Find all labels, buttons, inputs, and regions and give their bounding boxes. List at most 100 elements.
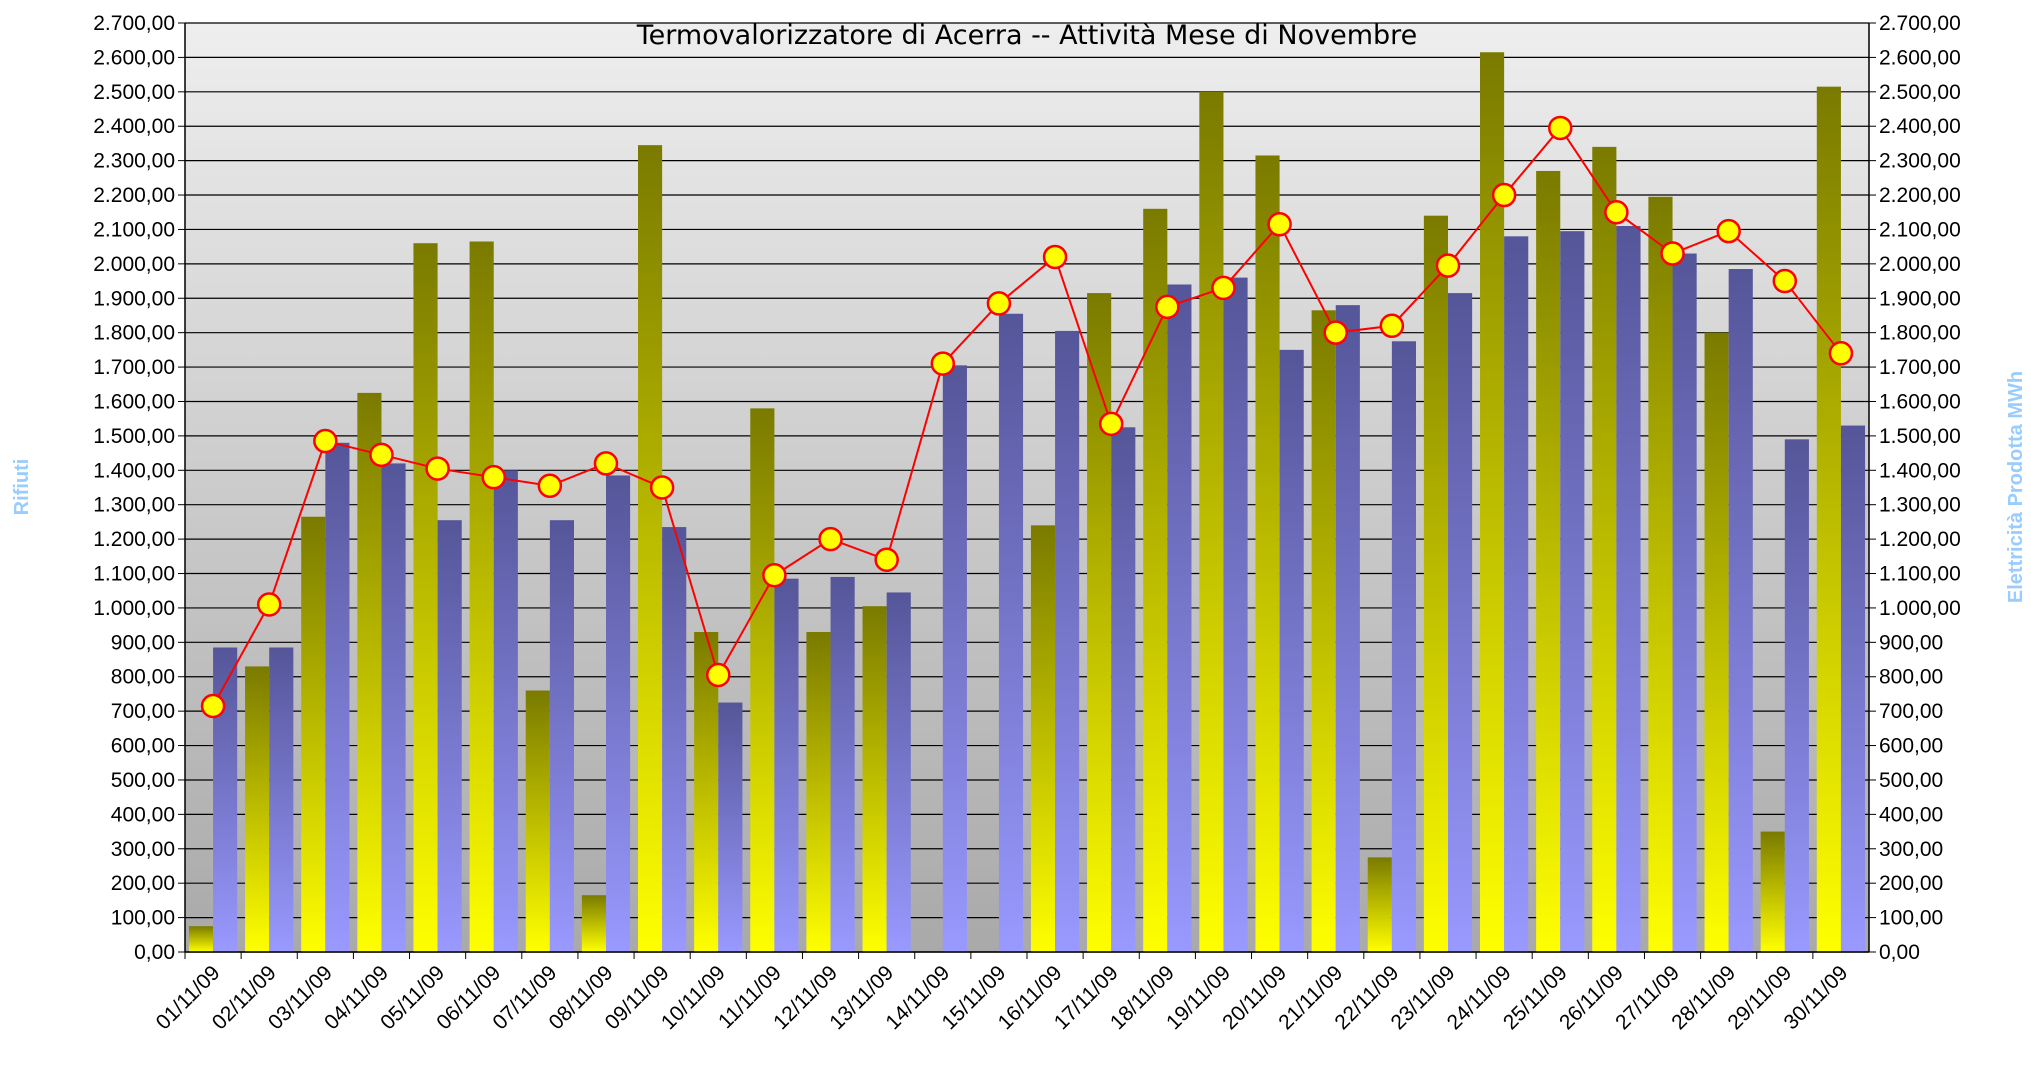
bar [1111,427,1136,952]
bar [1648,196,1673,953]
y2-tick-label: 1.600,00 [1879,390,1961,413]
y-tick-label: 500,00 [111,769,175,792]
marker [649,475,675,500]
bar [1167,284,1192,952]
y2-tick-label: 2.600,00 [1879,46,1961,69]
bar [1055,330,1080,952]
marker [425,456,450,481]
bar [1816,86,1841,953]
bar [806,632,831,952]
bar [1504,236,1529,952]
y2-tick-label: 2.500,00 [1879,81,1961,104]
marker [1716,218,1741,244]
bar [1784,439,1809,953]
marker [1042,244,1068,270]
y2-tick-label: 1.300,00 [1879,494,1961,517]
bar [886,592,911,952]
bar [1423,215,1448,952]
bar [774,578,799,952]
bar [637,145,663,952]
y-tick-label: 2.000,00 [93,253,175,276]
bar [245,666,270,952]
bar [1728,269,1753,953]
bar [269,647,294,952]
y2-tick-label: 1.700,00 [1879,356,1961,379]
y2-axis-title: Elettricità Prodotta MWh [2005,371,2027,603]
marker [930,351,956,376]
y-tick-label: 2.400,00 [93,115,175,138]
bar [750,408,775,952]
bar [1560,231,1585,953]
y-tick-label: 1.900,00 [93,287,175,310]
marker [1548,115,1573,141]
bar [357,392,382,952]
y-tick-label: 1.400,00 [93,459,175,482]
bar [1704,332,1729,953]
bar [301,516,326,952]
y2-tick-label: 1.000,00 [1879,597,1961,620]
y2-tick-label: 1.900,00 [1879,287,1961,310]
marker [1098,411,1124,437]
bar [1030,525,1056,952]
bar [662,527,687,952]
plot-area [185,23,1869,952]
y2-tick-label: 2.100,00 [1879,218,1961,241]
marker [818,526,843,552]
bar [1143,208,1168,953]
bar [1448,293,1473,952]
marker [1491,182,1517,208]
marker [537,473,563,499]
marker [1435,253,1461,278]
y-tick-label: 700,00 [111,700,175,723]
bar [1311,310,1336,952]
y-axis-title: Rifiuti [11,459,33,516]
marker [200,693,226,719]
bar [606,475,631,952]
y2-tick-label: 1.800,00 [1879,322,1961,345]
bar [581,895,606,952]
y2-tick-label: 2.400,00 [1879,115,1961,138]
bar [998,313,1024,953]
bar [1760,831,1785,952]
marker [1267,212,1292,237]
bar [413,243,438,953]
bar [1087,293,1112,952]
y-tick-label: 2.500,00 [93,81,175,104]
bar [493,470,518,952]
y2-tick-label: 300,00 [1879,838,1943,861]
marker [1211,275,1236,301]
bar [942,365,967,952]
bar [188,926,214,952]
marker [1660,241,1685,266]
marker [874,547,899,573]
bar [1335,305,1360,952]
y-tick-label: 2.300,00 [93,150,175,173]
bar [1840,425,1866,953]
y-tick-label: 1.100,00 [93,563,175,586]
bar [1616,226,1641,952]
y-tick-label: 600,00 [111,735,175,758]
y-tick-label: 900,00 [111,631,175,654]
marker [593,451,619,476]
marker [1828,341,1854,366]
bar [1223,277,1248,952]
y2-tick-label: 2.000,00 [1879,253,1961,276]
bar [1592,146,1617,952]
y-tick-label: 1.800,00 [93,322,175,345]
y-tick-label: 200,00 [111,872,175,895]
bar [1279,349,1304,952]
y2-tick-label: 1.100,00 [1879,563,1961,586]
y2-tick-label: 700,00 [1879,700,1943,723]
marker [481,464,506,490]
marker [1379,313,1405,339]
chart-title: Termovalorizzatore di Acerra -- Attività… [636,20,1418,51]
bar [1672,253,1697,952]
y-tick-label: 2.600,00 [93,46,175,69]
bar [1391,341,1417,952]
bar [525,690,550,952]
bar [1536,170,1561,953]
y-tick-label: 2.100,00 [93,218,175,241]
bar [549,520,575,952]
